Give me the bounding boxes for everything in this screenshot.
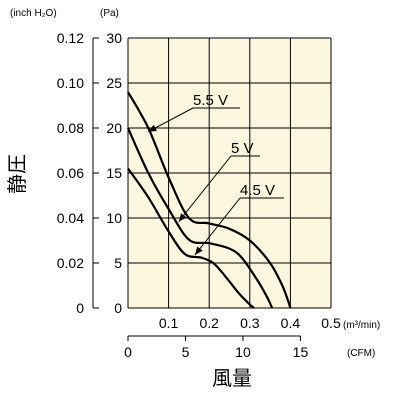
x-tick-cfm: 0 bbox=[124, 344, 132, 360]
leader-arrowhead bbox=[178, 213, 187, 222]
y-tick-pa: 15 bbox=[106, 165, 122, 181]
x-tick-m3min: 0.2 bbox=[199, 315, 219, 331]
x-tick-cfm: 15 bbox=[293, 344, 309, 360]
y-tick-pa: 10 bbox=[106, 210, 122, 226]
y-tick-inch: 0.08 bbox=[57, 120, 84, 136]
y-tick-pa: 0 bbox=[114, 300, 122, 316]
y-tick-pa: 25 bbox=[106, 75, 122, 91]
leader-arrowhead bbox=[148, 124, 157, 132]
y-tick-inch: 0.02 bbox=[57, 255, 84, 271]
leader-line bbox=[178, 155, 232, 222]
x-unit-m3min: (m³/min) bbox=[343, 320, 380, 331]
unit-label-pa: (Pa) bbox=[100, 8, 119, 19]
series-label: 5.5 V bbox=[193, 92, 228, 109]
series-label: 4.5 V bbox=[240, 182, 275, 199]
leader-line bbox=[148, 107, 194, 133]
x-tick-m3min: 0.5 bbox=[321, 315, 341, 331]
series-line bbox=[127, 167, 255, 309]
y-tick-pa: 20 bbox=[106, 120, 122, 136]
series-label: 5 V bbox=[231, 140, 254, 157]
x-tick-m3min: 0.3 bbox=[240, 315, 260, 331]
y-axis-title: 静圧 bbox=[6, 154, 29, 194]
leader-line bbox=[194, 197, 241, 256]
y-tick-inch: 0.12 bbox=[57, 30, 84, 46]
cfm-axis: 0 5 10 15 bbox=[124, 335, 309, 360]
y-tick-pa: 5 bbox=[114, 255, 122, 271]
x-tick-m3min: 0.4 bbox=[281, 315, 301, 331]
x-axis-title: 風量 bbox=[212, 368, 252, 390]
tick-labels: 0 0.02 0.04 0.06 0.08 0.10 0.12 0 5 10 15 20 25 30 0.1… bbox=[57, 30, 341, 331]
x-unit-cfm: (CFM) bbox=[347, 348, 375, 359]
left-axis bbox=[92, 37, 99, 309]
y-tick-inch: 0.04 bbox=[57, 210, 84, 226]
x-tick-cfm: 10 bbox=[235, 344, 251, 360]
y-tick-inch: 0.06 bbox=[57, 165, 84, 181]
x-tick-m3min: 0.1 bbox=[159, 315, 179, 331]
x-tick-cfm: 5 bbox=[182, 344, 190, 360]
y-tick-pa: 30 bbox=[106, 30, 122, 46]
curves bbox=[126, 91, 292, 309]
leader-arrowhead bbox=[195, 246, 203, 255]
y-tick-inch: 0.10 bbox=[57, 75, 84, 91]
series-line bbox=[126, 127, 274, 309]
grid-lines bbox=[127, 37, 332, 309]
y-tick-inch: 0 bbox=[76, 300, 84, 316]
series-labels: 5.5 V 5 V 4.5 V bbox=[148, 92, 284, 256]
series-line bbox=[127, 91, 292, 309]
unit-label-inch-h2o: (inch H₂O) bbox=[10, 8, 57, 19]
